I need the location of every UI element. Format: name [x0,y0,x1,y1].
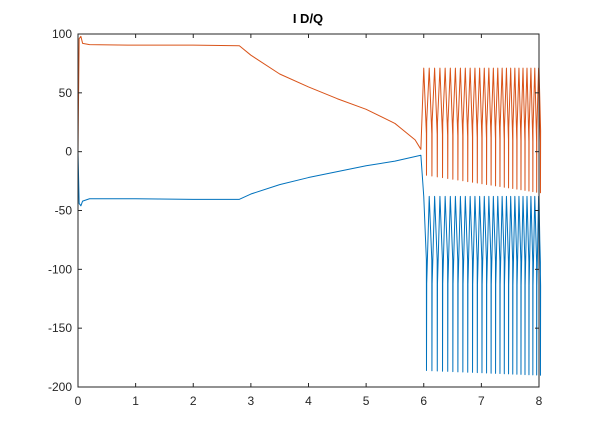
y-tick-label: 50 [59,86,73,100]
series-layer [77,35,542,376]
x-tick-label: 5 [363,394,370,408]
x-tick-label: 2 [190,394,197,408]
x-tick-label: 1 [132,394,139,408]
y-tick-label: -150 [48,321,72,335]
x-tick-label: 4 [305,394,312,408]
y-tick-label: -200 [48,380,72,394]
y-tick-label: -100 [48,262,72,276]
y-tick-label: 0 [65,145,72,159]
x-tick-label: 6 [420,394,427,408]
chart-title: I D/Q [293,11,323,26]
ticks-layer: 0 1 2 3 4 5 6 7 8 -200 -150 -100 -50 0 50 100 [48,27,543,408]
x-tick-label: 8 [536,394,543,408]
x-tick-label: 7 [478,394,485,408]
series-line-1 [77,151,542,376]
y-tick-label: -50 [55,204,73,218]
series-line-2 [77,35,542,194]
x-tick-label: 3 [248,394,255,408]
x-tick-label: 0 [75,394,82,408]
y-tick-label: 100 [52,27,72,41]
